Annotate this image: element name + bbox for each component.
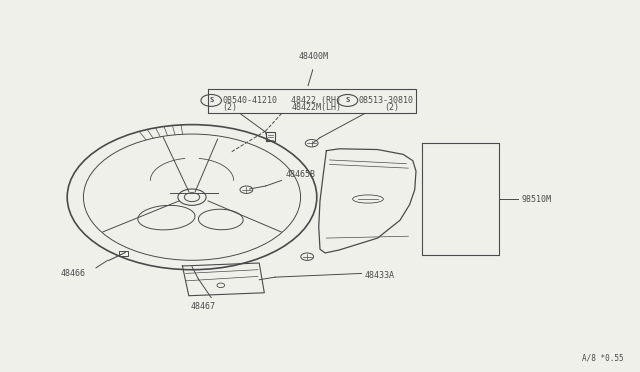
Text: 48467: 48467 [191,302,216,311]
Text: 48422 (RH): 48422 (RH) [291,96,341,105]
Text: S: S [209,97,213,103]
Text: 08513-30810: 08513-30810 [358,96,413,105]
Text: 48466: 48466 [61,269,86,278]
Text: 48422M(LH): 48422M(LH) [291,103,341,112]
Text: 48433A: 48433A [365,271,395,280]
Text: (2): (2) [384,103,399,112]
Text: 08540-41210: 08540-41210 [223,96,278,105]
Text: S: S [346,97,349,103]
Text: (2): (2) [223,103,237,112]
Text: 98510M: 98510M [522,195,552,203]
Text: A/8 *0.55: A/8 *0.55 [582,354,624,363]
Text: 48400M: 48400M [299,52,328,61]
Text: 48465B: 48465B [285,170,316,179]
